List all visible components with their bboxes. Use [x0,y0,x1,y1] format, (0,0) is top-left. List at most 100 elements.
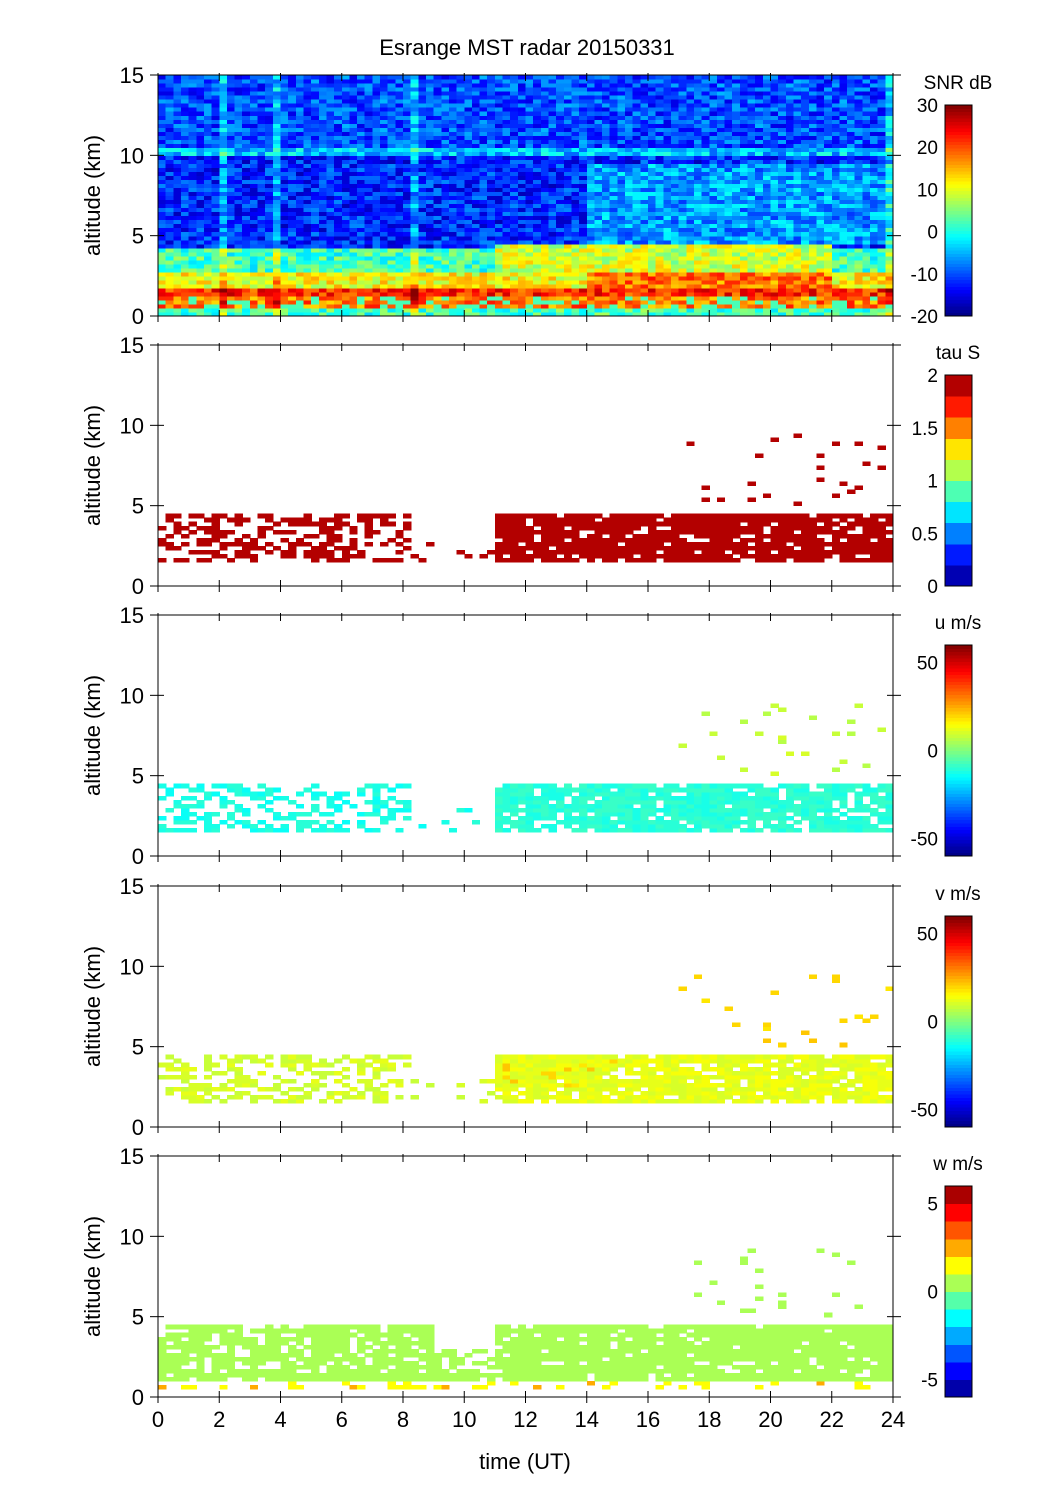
heatmap-cell [563,199,573,205]
heatmap-cell [334,267,343,273]
heatmap-cell [471,107,481,112]
heatmap-cell [533,271,542,277]
heatmap-cell [181,179,190,185]
heatmap-cell [739,95,749,100]
heatmap-cell [372,263,381,269]
heatmap-cell [158,287,167,293]
heatmap-cell [295,107,305,112]
heatmap-cell [693,127,703,132]
heatmap-cell [602,135,611,140]
heatmap-cell [257,247,266,253]
heatmap-cell [479,255,488,261]
heatmap-cell [234,175,243,181]
heatmap-cell [563,171,573,177]
heatmap-cell [586,287,596,293]
heatmap-cell [173,159,182,164]
heatmap-cell [441,75,450,80]
heatmap-cell [563,115,573,120]
heatmap-cell [349,308,358,313]
heatmap-cell [181,155,190,160]
heatmap-cell [311,87,320,92]
heatmap-cell [525,207,534,213]
heatmap-cell [770,223,779,229]
heatmap-cell [510,171,519,177]
heatmap-cell [747,235,756,241]
heatmap-cell [724,291,733,297]
heatmap-cell [211,195,220,201]
heatmap-cell [671,171,680,177]
heatmap-cell [701,279,710,285]
heatmap-cell [272,103,282,108]
heatmap-cell [395,135,404,140]
heatmap-cell [349,195,358,201]
heatmap-cell [724,247,733,253]
heatmap-cell [785,287,795,293]
heatmap-cell [747,303,756,309]
heatmap-cell [747,131,756,136]
heatmap-cell [762,231,772,237]
heatmap-cell [747,115,756,120]
heatmap-cell [433,239,442,245]
heatmap-cell [785,75,795,80]
heatmap-cell [226,95,236,100]
heatmap-cell [640,287,649,293]
heatmap-cell [334,235,343,241]
heatmap-cell [648,155,657,160]
heatmap-cell [173,95,182,100]
heatmap-cell [265,87,274,92]
heatmap-cell [533,231,542,237]
heatmap-cell [632,151,641,156]
heatmap-cell [663,103,672,108]
heatmap-cell [203,83,213,88]
heatmap-cell [196,183,205,189]
heatmap-cell [234,247,243,253]
heatmap-cell [288,239,297,245]
heatmap-cell [280,99,289,104]
heatmap-cell [502,255,511,261]
heatmap-cell [280,139,289,144]
heatmap-cell [594,187,603,193]
heatmap-cell [326,87,335,92]
heatmap-cell [410,223,419,229]
heatmap-cell [280,175,289,181]
heatmap-cell [617,195,626,201]
heatmap-cell [563,312,573,317]
heatmap-cell [625,91,634,96]
heatmap-cell [249,135,259,140]
heatmap-cell [357,271,366,277]
heatmap-cell [563,95,573,100]
heatmap-cell [364,275,373,281]
heatmap-cell [242,215,251,221]
heatmap-cell [242,191,251,197]
heatmap-cell [655,203,664,209]
heatmap-cell [395,91,404,96]
heatmap-cell [510,207,519,213]
heatmap-cell [280,87,289,92]
heatmap-cell [418,179,427,185]
heatmap-cell [563,167,573,173]
heatmap-cell [357,151,366,156]
heatmap-cell [280,187,289,193]
heatmap-cell [663,235,672,241]
heatmap-cell [203,179,213,185]
heatmap-cell [563,291,573,297]
heatmap-cell [448,283,458,289]
heatmap-cell [433,247,442,253]
heatmap-cell [617,203,626,209]
heatmap-cell [770,163,779,169]
heatmap-cell [671,75,680,80]
heatmap-cell [770,179,779,185]
heatmap-cell [663,255,672,261]
heatmap-cell [678,183,687,189]
heatmap-cell [288,183,297,189]
heatmap-cell [395,99,404,104]
heatmap-cell [517,207,527,213]
heatmap-cell [732,308,741,313]
heatmap-cell [318,199,328,205]
heatmap-cell [158,251,167,257]
heatmap-cell [762,151,772,156]
heatmap-cell [594,251,603,257]
heatmap-cell [724,195,733,201]
heatmap-cell [295,131,305,136]
heatmap-cell [471,79,481,84]
